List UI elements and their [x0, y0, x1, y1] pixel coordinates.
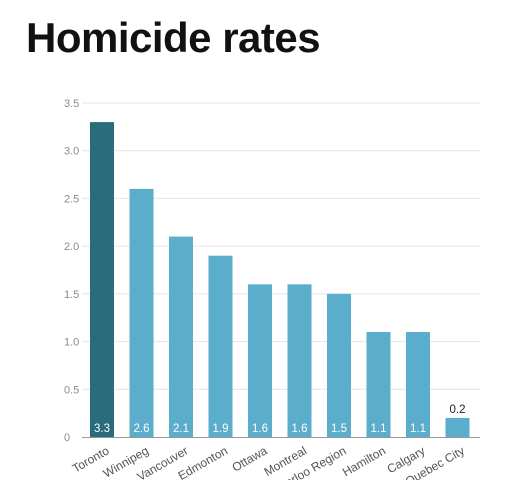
bar [406, 332, 430, 437]
y-tick-label: 0.5 [64, 384, 79, 396]
bar [327, 293, 351, 437]
data-label: 1.6 [292, 423, 308, 435]
bar [129, 188, 154, 437]
y-tick-label: 3.5 [64, 98, 79, 110]
y-tick-label: 3.0 [64, 146, 79, 158]
x-tick-label: Hamilton [340, 443, 388, 479]
bar [366, 332, 391, 437]
bar [169, 236, 193, 437]
y-tick-label: 0 [64, 432, 70, 444]
bar [287, 284, 312, 437]
data-label: 2.1 [173, 423, 189, 435]
y-tick-label: 2.5 [64, 193, 79, 205]
chart-title: Homicide rates [26, 14, 321, 61]
data-label: 1.1 [410, 423, 426, 435]
bar [208, 255, 233, 437]
data-label: 1.9 [213, 423, 229, 435]
y-tick-label: 2.0 [64, 241, 79, 253]
y-tick-label: 1.5 [64, 289, 79, 301]
data-label: 1.1 [371, 423, 387, 435]
data-label: 1.6 [252, 423, 268, 435]
data-label: 3.3 [94, 423, 110, 435]
y-tick-label: 1.0 [64, 337, 79, 349]
bar [445, 417, 470, 437]
data-label: 1.5 [331, 423, 347, 435]
bar [90, 122, 114, 437]
data-label: 2.6 [134, 423, 150, 435]
bar [248, 284, 272, 437]
data-label: 0.2 [450, 404, 466, 416]
